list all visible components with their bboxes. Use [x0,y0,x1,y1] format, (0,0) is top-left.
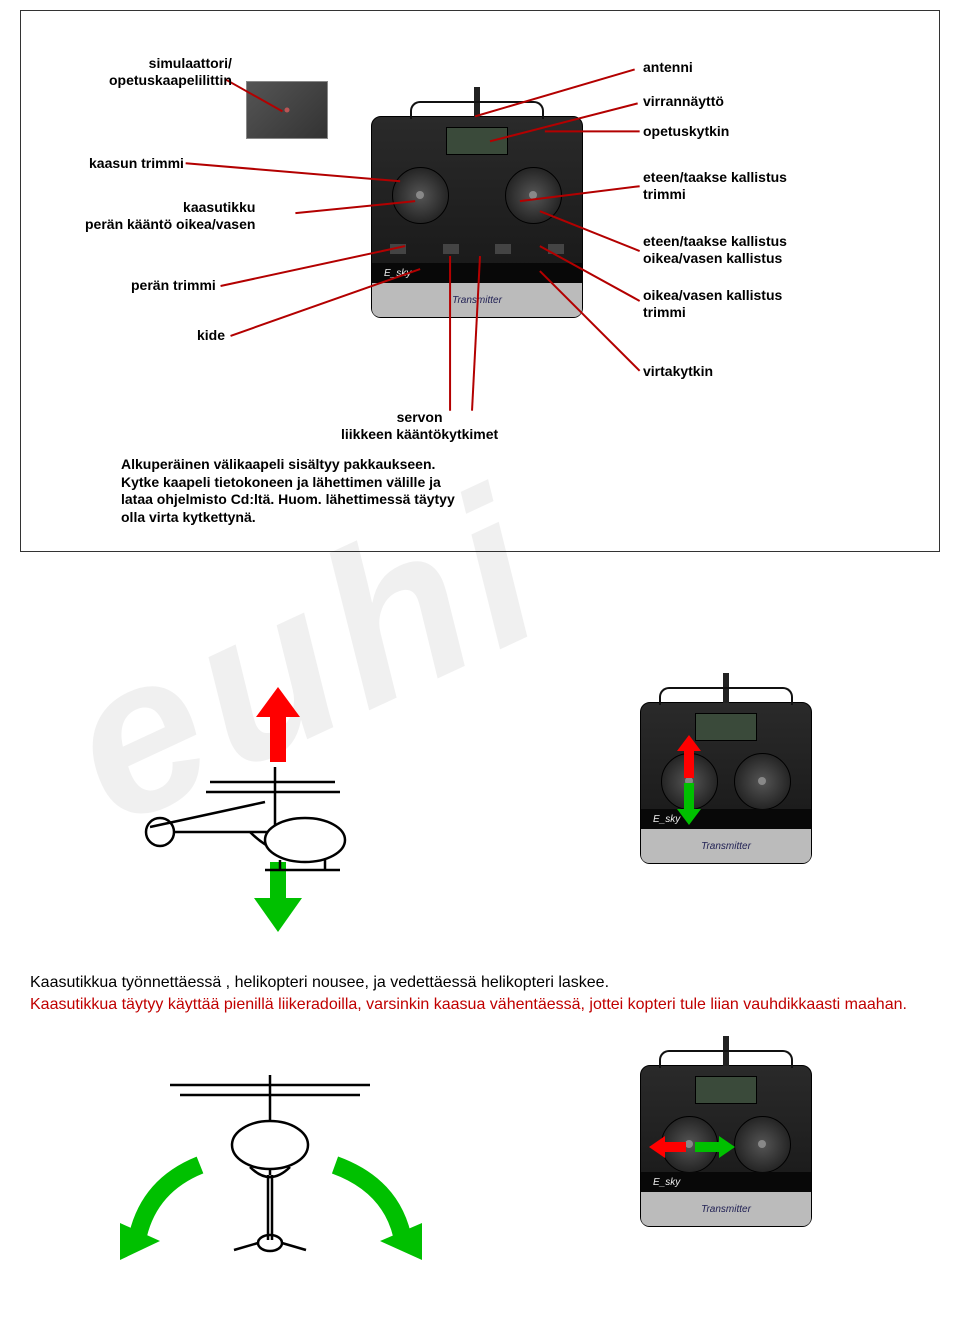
label-power-display: virrannäyttö [643,93,724,110]
yaw-arrows-icon [647,1132,737,1162]
label-ail-trim: oikea/vasen kallistus trimmi [643,287,782,321]
throttle-caption: Kaasutikkua työnnettäessä , helikopteri … [0,972,960,1025]
transmitter-yaw-demo: E_sky Transmitter [640,1065,812,1227]
transmitter-image: E_sky Transmitter [371,116,583,318]
label-tail-trim: perän trimmi [131,277,216,294]
transmitter-diagram: E_sky Transmitter simulaattori/ opetuska… [20,10,940,552]
connector-dot [285,108,290,113]
label-power-switch: virtakytkin [643,363,713,380]
caption-line-1: Kaasutikkua työnnettäessä , helikopteri … [30,974,609,991]
transmitter-bottom-label: Transmitter [372,283,582,317]
yaw-section: E_sky Transmitter [0,1035,960,1295]
helicopter-drawing-1 [80,682,400,942]
switch-row [372,237,582,261]
label-servo-reverse: servon liikkeen kääntökytkimet [341,409,498,443]
yaw-left-arrow-icon [120,1165,200,1260]
caption-line-2: Kaasutikkua täytyy käyttää pienillä liik… [30,996,907,1013]
brand-strip: E_sky [372,263,582,283]
left-stick-shape [392,167,449,224]
yaw-right-arrow-icon [335,1165,422,1260]
transmitter-throttle-demo: E_sky Transmitter [640,702,812,864]
down-arrow-icon [254,862,302,932]
label-simulator: simulaattori/ opetuskaapelilittin [109,55,232,89]
label-elev-trim: eteen/taakse kallistus trimmi [643,169,787,203]
label-crystal: kide [197,327,225,344]
handle-shape [410,101,544,119]
label-antenna: antenni [643,59,693,76]
up-arrow-icon [256,687,300,762]
label-trainer-switch: opetuskytkin [643,123,729,140]
right-stick-shape [505,167,562,224]
label-elev-ail: eteen/taakse kallistus oikea/vasen kalli… [643,233,787,267]
throttle-arrows-icon [669,733,709,828]
throttle-section: E_sky Transmitter [0,672,960,972]
diagram-note: Alkuperäinen välikaapeli sisältyy pakkau… [121,456,455,526]
lcd-shape [446,127,508,155]
label-throttle-trim: kaasun trimmi [89,155,184,172]
helicopter-drawing-2 [110,1045,430,1275]
connector-inset-photo [246,81,328,139]
label-throttle-stick: kaasutikku perän kääntö oikea/vasen [85,199,255,233]
